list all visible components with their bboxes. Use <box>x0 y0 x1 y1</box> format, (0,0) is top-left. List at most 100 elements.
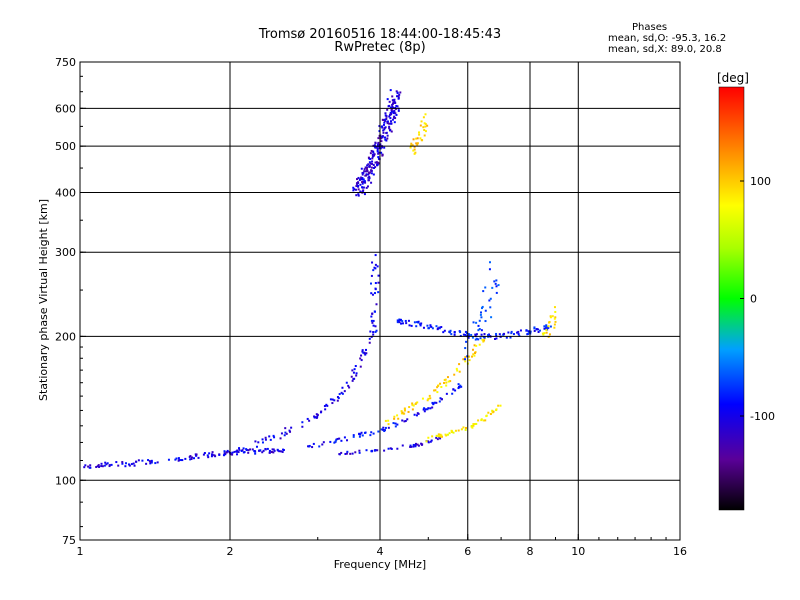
data-point <box>433 401 436 404</box>
data-point <box>480 418 483 421</box>
data-point <box>443 381 446 384</box>
data-point <box>495 334 498 337</box>
data-point <box>484 419 487 422</box>
data-point <box>484 286 487 289</box>
data-point <box>423 129 426 132</box>
data-point <box>488 261 491 264</box>
data-point <box>475 333 478 336</box>
data-point <box>383 121 386 124</box>
data-point <box>419 124 422 127</box>
data-point <box>481 338 484 341</box>
data-point <box>338 393 341 396</box>
data-point <box>311 446 314 449</box>
data-point <box>379 135 382 138</box>
data-point <box>358 435 361 438</box>
data-point <box>338 437 341 440</box>
data-point <box>482 419 485 422</box>
data-point <box>189 455 192 458</box>
data-point <box>517 333 520 336</box>
data-point <box>361 177 364 180</box>
data-point <box>345 452 348 455</box>
data-point <box>361 182 364 185</box>
data-point <box>369 282 372 285</box>
data-point <box>413 148 416 151</box>
data-point <box>436 391 439 394</box>
data-point <box>351 369 354 372</box>
data-point <box>271 448 274 451</box>
data-point <box>431 435 434 438</box>
data-point <box>543 327 546 330</box>
data-point <box>307 445 310 448</box>
data-point <box>105 463 108 466</box>
data-point <box>405 322 408 325</box>
data-point <box>419 324 422 327</box>
data-point <box>437 433 440 436</box>
data-point <box>132 462 135 465</box>
data-point <box>255 445 258 448</box>
data-point <box>381 136 384 139</box>
data-point <box>272 451 275 454</box>
data-point <box>413 152 416 155</box>
data-point <box>367 173 370 176</box>
data-point <box>467 333 470 336</box>
data-point <box>104 461 107 464</box>
data-point <box>420 443 423 446</box>
data-point <box>359 183 362 186</box>
data-point <box>308 445 311 448</box>
data-point <box>458 363 461 366</box>
data-point <box>489 306 492 309</box>
data-point <box>149 462 152 465</box>
data-point <box>208 452 211 455</box>
data-point <box>378 130 381 133</box>
data-point <box>318 445 321 448</box>
data-point <box>392 116 395 119</box>
data-point <box>308 419 311 422</box>
data-point <box>517 330 520 333</box>
data-point <box>238 447 241 450</box>
data-point <box>553 323 556 326</box>
data-point <box>528 331 531 334</box>
data-point <box>484 320 487 323</box>
data-point <box>261 438 264 441</box>
data-point <box>368 337 371 340</box>
data-point <box>430 439 433 442</box>
data-point <box>451 392 454 395</box>
data-point <box>468 359 471 362</box>
data-point <box>388 115 391 118</box>
data-point <box>437 435 440 438</box>
y-tick-label: 200 <box>55 330 76 343</box>
data-point <box>373 154 376 157</box>
data-point <box>392 112 395 115</box>
data-point <box>385 139 388 142</box>
data-point <box>366 169 369 172</box>
data-point <box>424 408 427 411</box>
data-point <box>272 448 275 451</box>
data-point <box>249 448 252 451</box>
data-point <box>392 99 395 102</box>
data-point <box>487 334 490 337</box>
data-point <box>533 329 536 332</box>
data-point <box>301 425 304 428</box>
data-point <box>474 338 477 341</box>
data-point <box>483 336 486 339</box>
data-point <box>483 333 486 336</box>
data-point <box>491 410 494 413</box>
x-tick-label: 10 <box>571 545 585 558</box>
data-point <box>473 423 476 426</box>
data-point <box>477 419 480 422</box>
data-point <box>341 392 344 395</box>
data-point <box>394 101 397 104</box>
data-point <box>390 122 393 125</box>
data-point <box>420 139 423 142</box>
data-point <box>331 402 334 405</box>
data-point <box>344 452 347 455</box>
data-point <box>535 328 538 331</box>
data-point <box>377 152 380 155</box>
data-point <box>548 320 551 323</box>
data-point <box>190 456 193 459</box>
data-point <box>150 459 153 462</box>
data-point <box>470 333 473 336</box>
data-point <box>387 426 390 429</box>
data-point <box>347 384 350 387</box>
data-point <box>345 381 348 384</box>
